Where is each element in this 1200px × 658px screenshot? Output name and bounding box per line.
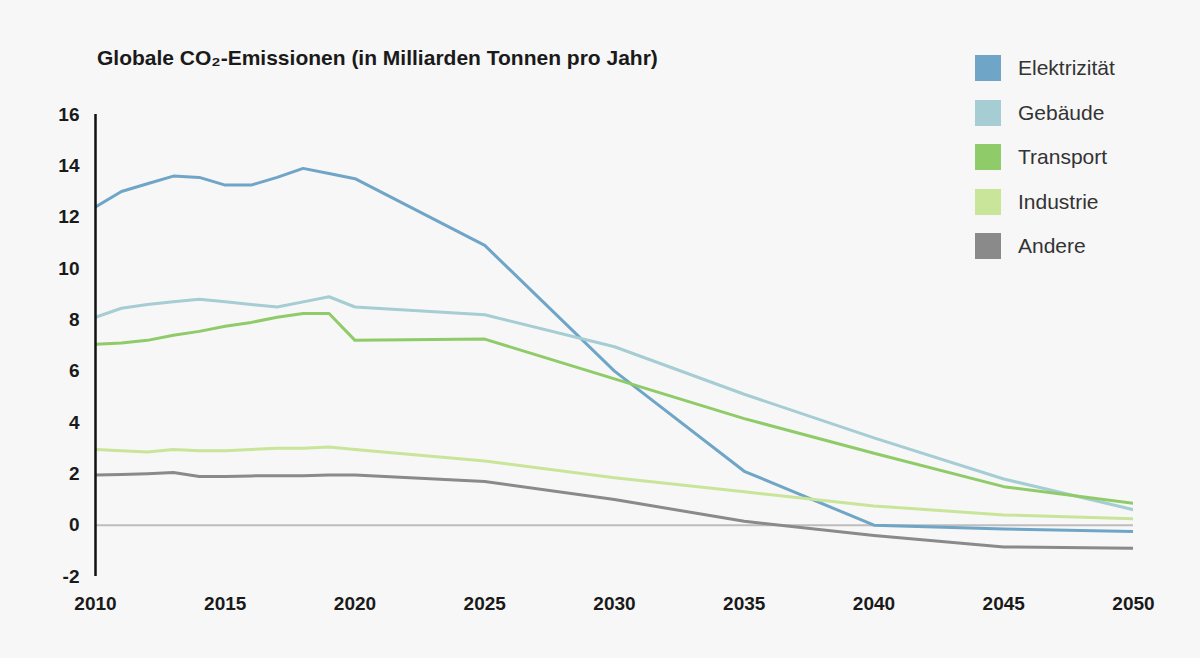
svg-text:2015: 2015 <box>204 593 247 614</box>
svg-text:2030: 2030 <box>593 593 635 614</box>
html-text:Elektrizität: Elektrizität <box>1018 56 1115 80</box>
html-text:Industrie: Industrie <box>1018 189 1099 213</box>
html-text:Globale CO₂-Emissionen (in Mil: Globale CO₂-Emissionen (in Milliarden To… <box>97 46 658 69</box>
svg-text:14: 14 <box>58 155 80 176</box>
svg-text:4: 4 <box>69 412 80 433</box>
svg-text:2020: 2020 <box>334 593 376 614</box>
svg-text:-2: -2 <box>63 566 80 587</box>
svg-text:8: 8 <box>69 309 80 330</box>
svg-text:16: 16 <box>58 104 79 125</box>
svg-text:2025: 2025 <box>464 593 507 614</box>
svg-text:2045: 2045 <box>983 593 1026 614</box>
svg-text:2040: 2040 <box>853 593 895 614</box>
svg-text:6: 6 <box>69 360 80 381</box>
html-text:Gebäude: Gebäude <box>1018 100 1105 124</box>
svg-text:2035: 2035 <box>723 593 766 614</box>
svg-text:2050: 2050 <box>1112 593 1154 614</box>
svg-text:0: 0 <box>69 514 80 535</box>
svg-text:12: 12 <box>58 206 79 227</box>
html-text:Transport: Transport <box>1018 145 1108 169</box>
svg-text:2010: 2010 <box>74 593 116 614</box>
html-text:Andere: Andere <box>1018 234 1086 258</box>
svg-text:2: 2 <box>69 463 80 484</box>
svg-text:10: 10 <box>58 258 79 279</box>
